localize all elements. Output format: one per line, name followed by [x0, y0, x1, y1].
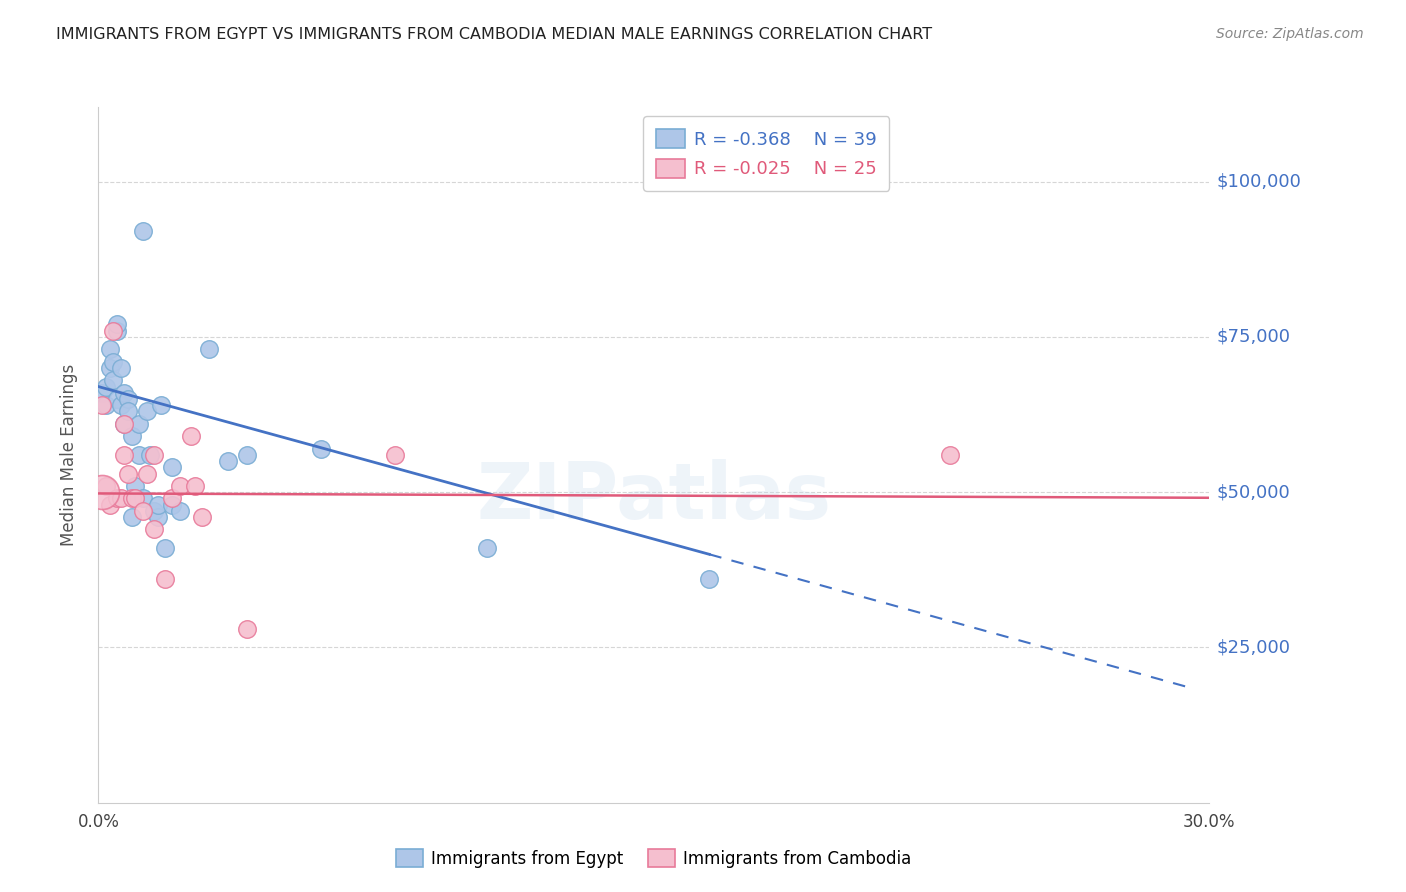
- Point: [143, 448, 166, 462]
- Legend: Immigrants from Egypt, Immigrants from Cambodia: Immigrants from Egypt, Immigrants from C…: [387, 839, 921, 878]
- Point: [94, 379, 117, 393]
- Point: [103, 324, 125, 338]
- Point: [132, 224, 155, 238]
- Point: [162, 460, 184, 475]
- Point: [103, 373, 125, 387]
- Text: $50,000: $50,000: [1216, 483, 1289, 501]
- Point: [105, 392, 128, 406]
- Point: [124, 491, 146, 506]
- Point: [135, 467, 157, 481]
- Point: [235, 622, 257, 636]
- Point: [143, 523, 166, 537]
- Point: [94, 479, 117, 493]
- Point: [475, 541, 499, 555]
- Point: [139, 448, 162, 462]
- Point: [117, 392, 139, 406]
- Point: [939, 448, 962, 462]
- Point: [169, 504, 191, 518]
- Y-axis label: Median Male Earnings: Median Male Earnings: [59, 364, 77, 546]
- Point: [98, 498, 121, 512]
- Point: [105, 318, 128, 332]
- Point: [98, 360, 121, 375]
- Point: [112, 448, 135, 462]
- Point: [143, 504, 166, 518]
- Point: [132, 504, 155, 518]
- Point: [162, 491, 184, 506]
- Text: $75,000: $75,000: [1216, 328, 1291, 346]
- Text: $100,000: $100,000: [1216, 172, 1301, 191]
- Point: [198, 343, 221, 357]
- Point: [162, 498, 184, 512]
- Point: [117, 467, 139, 481]
- Point: [117, 404, 139, 418]
- Point: [91, 398, 114, 412]
- Text: IMMIGRANTS FROM EGYPT VS IMMIGRANTS FROM CAMBODIA MEDIAN MALE EARNINGS CORRELATI: IMMIGRANTS FROM EGYPT VS IMMIGRANTS FROM…: [56, 27, 932, 42]
- Point: [105, 324, 128, 338]
- Point: [153, 572, 176, 586]
- Point: [128, 448, 150, 462]
- Point: [128, 417, 150, 431]
- Point: [91, 385, 114, 400]
- Point: [121, 429, 143, 443]
- Point: [180, 429, 202, 443]
- Point: [309, 442, 332, 456]
- Point: [112, 417, 135, 431]
- Point: [124, 479, 146, 493]
- Point: [112, 385, 135, 400]
- Point: [191, 510, 214, 524]
- Point: [105, 491, 128, 506]
- Point: [183, 479, 205, 493]
- Point: [384, 448, 406, 462]
- Point: [91, 485, 114, 500]
- Text: ZIPatlas: ZIPatlas: [477, 458, 831, 534]
- Point: [146, 498, 169, 512]
- Point: [150, 398, 173, 412]
- Point: [94, 398, 117, 412]
- Point: [235, 448, 257, 462]
- Point: [110, 398, 132, 412]
- Point: [124, 491, 146, 506]
- Point: [110, 491, 132, 506]
- Point: [135, 404, 157, 418]
- Point: [132, 491, 155, 506]
- Point: [146, 510, 169, 524]
- Text: Source: ZipAtlas.com: Source: ZipAtlas.com: [1216, 27, 1364, 41]
- Point: [153, 541, 176, 555]
- Point: [112, 417, 135, 431]
- Point: [121, 510, 143, 524]
- Point: [169, 479, 191, 493]
- Point: [121, 491, 143, 506]
- Point: [217, 454, 239, 468]
- Text: $25,000: $25,000: [1216, 639, 1291, 657]
- Point: [110, 360, 132, 375]
- Point: [103, 355, 125, 369]
- Point: [699, 572, 721, 586]
- Point: [98, 343, 121, 357]
